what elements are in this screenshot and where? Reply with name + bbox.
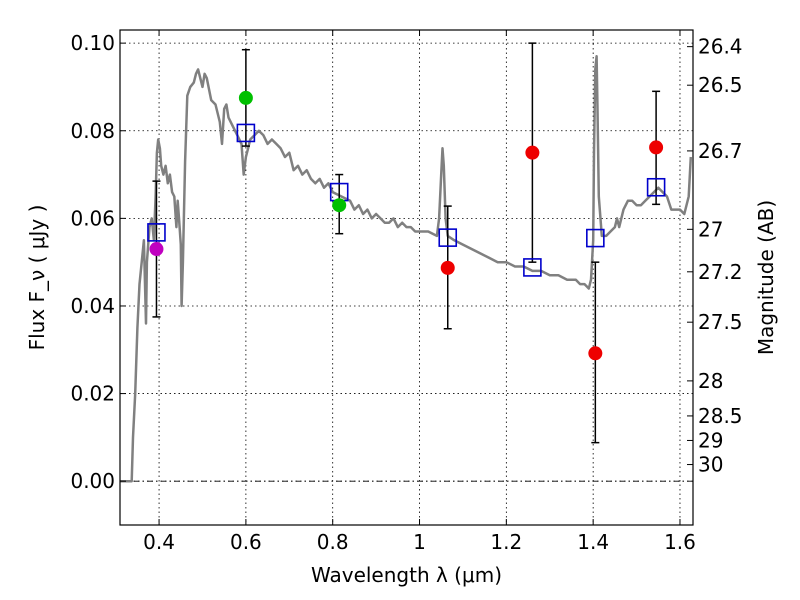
y-ticks: 0.00 0.02 0.04 0.06 0.08 0.10 [70,31,126,493]
right-tick-label: 28 [698,369,723,393]
x-tick-label: 0.8 [317,530,349,554]
x-tick-label: 1.6 [664,530,696,554]
x-ticks: 0.4 0.6 0.8 1 1.2 1.4 1.6 [143,30,696,554]
right-tick-label: 27.2 [698,260,743,284]
right-tick-label: 26.7 [698,139,743,163]
right-tick-label: 26.4 [698,35,743,59]
right-tick-label: 26.5 [698,73,743,97]
observed-point [649,140,664,155]
model-photometry-square [236,123,256,143]
x-tick-label: 1 [413,530,426,554]
model-photometry-layer [147,123,666,277]
model-photometry-square [523,258,542,277]
y-axis-title: Flux F_ν ( μJy ) [25,205,49,351]
model-photometry-square [147,223,166,242]
right-tick-label: 27.5 [698,310,743,334]
model-photometry-square [646,177,666,197]
right-tick-label: 30 [698,453,723,477]
model-photometry-square [586,228,605,248]
right-axis-title: Magnitude (AB) [754,200,778,355]
y-tick-label: 0.00 [70,469,115,493]
grid-layer [120,30,693,525]
model-photometry-square [438,228,458,247]
right-tick-label: 28.5 [698,404,743,428]
x-axis-title: Wavelength λ (μm) [311,563,502,587]
model-spectrum-line [120,55,693,483]
observed-point [238,90,253,105]
x-tick-label: 1.4 [577,530,609,554]
observed-points-layer [149,90,664,361]
x-tick-label: 1.2 [490,530,522,554]
observed-point [525,145,540,160]
y-tick-label: 0.10 [70,31,115,55]
error-bars-layer [152,42,661,444]
model-spectrum-layer [120,55,693,483]
y-tick-label: 0.04 [70,294,115,318]
observed-point [332,198,347,213]
observed-point [149,242,164,257]
plot-frame [119,29,694,526]
x-tick-label: 0.6 [230,530,262,554]
observed-point [440,260,455,275]
right-tick-label: 29 [698,428,723,452]
y-tick-label: 0.08 [70,119,115,143]
observed-point [588,346,603,361]
y-tick-label: 0.06 [70,206,115,230]
y-tick-label: 0.02 [70,382,115,406]
x-tick-label: 0.4 [143,530,175,554]
right-tick-label: 27 [698,217,723,241]
